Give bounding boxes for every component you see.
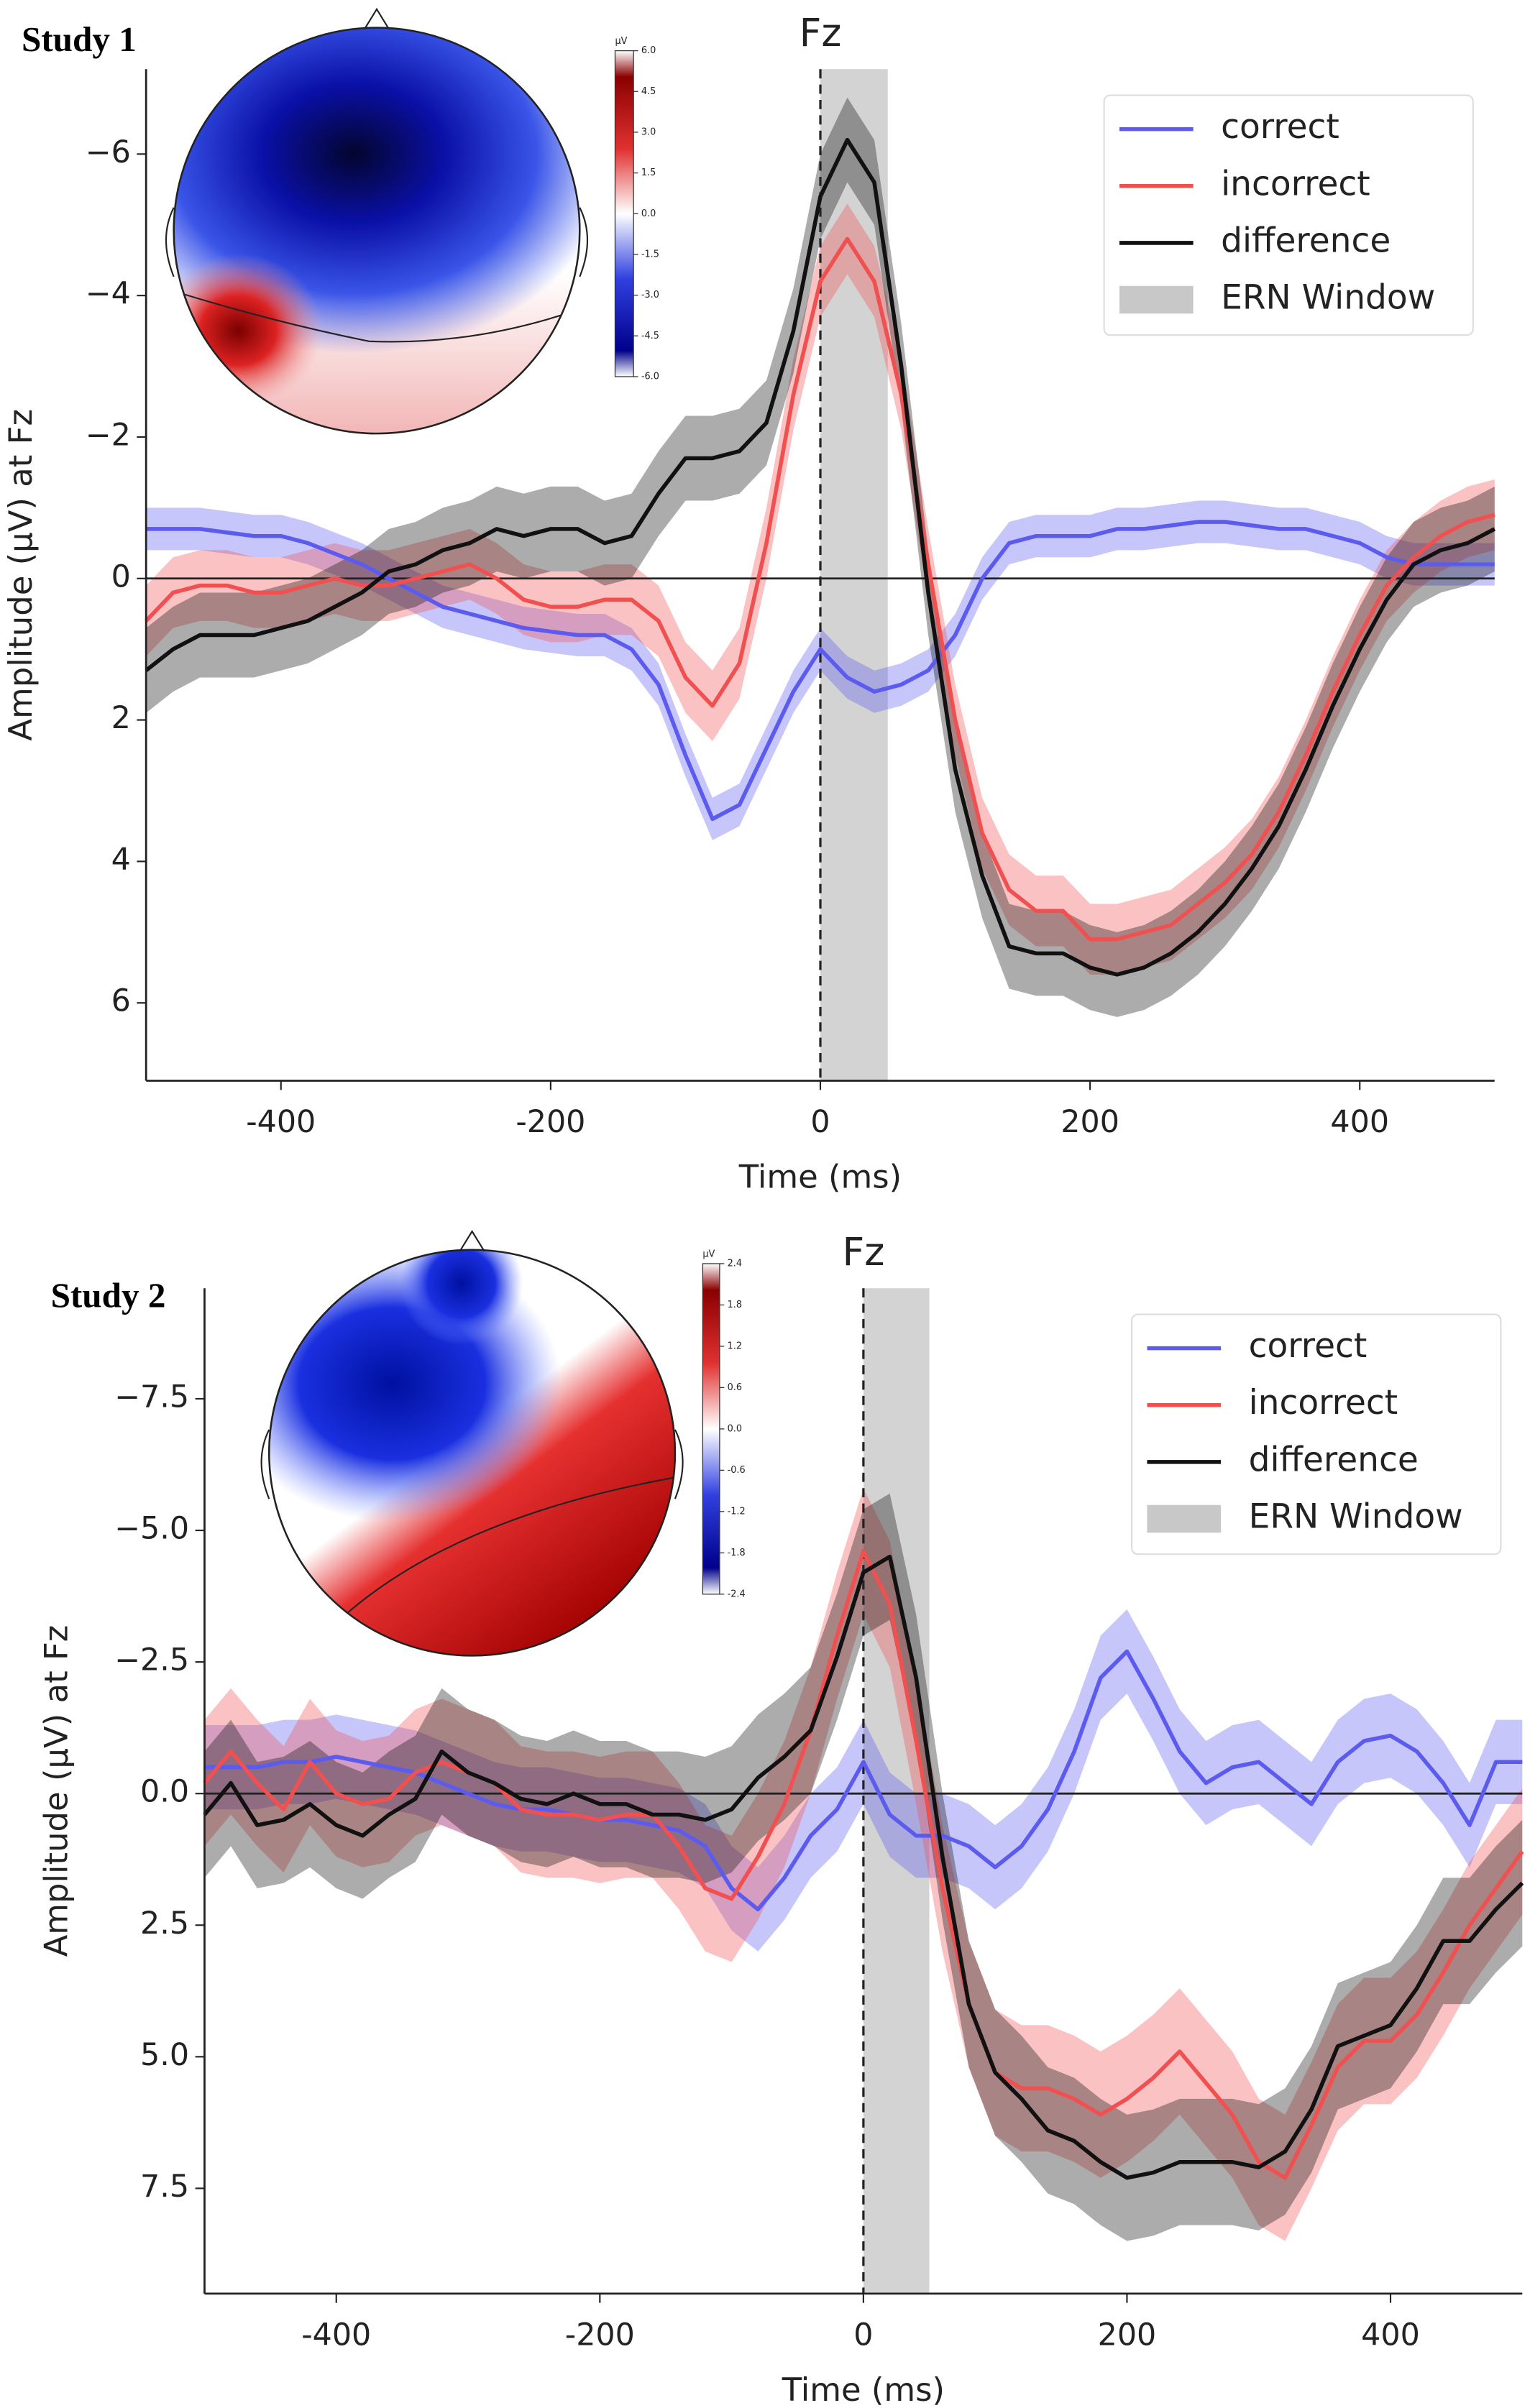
topoplot-1 [165, 7, 588, 435]
colorbar-tick-label: 0.6 [728, 1382, 742, 1393]
ern-window [820, 69, 888, 1081]
colorbar-tick-label: 3.0 [641, 127, 656, 137]
chart-title: Fz [800, 10, 842, 55]
error-band [146, 97, 1495, 1017]
y-tick-label: −2 [86, 417, 131, 453]
x-tick-label: -200 [516, 1104, 585, 1140]
x-tick-label: 200 [1061, 1104, 1119, 1140]
legend-label: ERN Window [1249, 1497, 1463, 1536]
colorbar-label: µV [615, 36, 627, 47]
colorbar-tick-label: -4.5 [641, 331, 659, 341]
topoplot-2 [260, 1230, 684, 1657]
colorbar-tick-label: -1.5 [641, 249, 659, 259]
y-tick-label: 5.0 [140, 2037, 189, 2073]
legend-label: difference [1249, 1440, 1419, 1479]
x-tick-label: -400 [246, 1104, 316, 1140]
colorbar-tick-label: 4.5 [641, 86, 656, 97]
series-line [204, 1649, 1523, 1912]
error-band [204, 1488, 1523, 2241]
x-tick-label: 400 [1330, 1104, 1389, 1140]
legend-label: difference [1221, 221, 1391, 260]
legend-label: incorrect [1249, 1383, 1398, 1423]
colorbar-tick-label: -6.0 [641, 371, 659, 382]
ern-window [863, 1288, 930, 2294]
chart-2: −7.5 −5.0 −2.5 0.0 2.5 5.0 7.5 -400 -200 0 200 400 F… [37, 1229, 1524, 2408]
colorbar-label: µV [702, 1249, 715, 1260]
study-label: Study 1 [22, 19, 137, 59]
y-tick-label: 0.0 [140, 1774, 189, 1810]
y-tick-label: 0 [111, 559, 131, 594]
legend-label: ERN Window [1221, 278, 1435, 318]
legend-box [1131, 1313, 1502, 1555]
colorbar-tick-label: 2.4 [728, 1258, 742, 1269]
colorbar-tick-label: -0.6 [728, 1465, 746, 1476]
series-line [145, 137, 1496, 977]
legend-box [1103, 94, 1474, 336]
x-tick-label: 200 [1098, 2317, 1157, 2353]
colorbar-tick-label: -3.0 [641, 290, 659, 300]
y-tick-label: −4 [86, 276, 131, 312]
y-tick-label: −7.5 [114, 1379, 189, 1415]
error-band [146, 203, 1495, 975]
series-line [203, 1554, 1524, 2180]
legend-label: incorrect [1221, 164, 1370, 203]
legend-label: correct [1221, 107, 1339, 147]
colorbar-tick-label: -1.2 [728, 1506, 746, 1517]
colorbar-tick-label: 1.8 [728, 1300, 742, 1310]
x-axis-label: Time (ms) [782, 2371, 945, 2408]
legend-swatch [1119, 285, 1194, 314]
colorbar-tick-label: -2.4 [728, 1589, 746, 1599]
legend-label: correct [1249, 1326, 1368, 1366]
colorbar-tick-label: 0.0 [728, 1423, 742, 1434]
x-tick-label: -200 [565, 2317, 635, 2353]
x-tick-label: 0 [853, 2317, 873, 2353]
y-axis-label: Amplitude (µV) at Fz [37, 1625, 75, 1957]
series-line [203, 1549, 1524, 2180]
y-tick-label: −5.0 [114, 1511, 189, 1547]
x-tick-label: -400 [301, 2317, 371, 2353]
colorbar-tick-label: 1.5 [641, 167, 656, 178]
y-tick-label: 2.5 [140, 1906, 189, 1941]
study-label: Study 2 [51, 1275, 166, 1315]
chart-1: −6 −4 −2 0 2 4 6 -400 -200 0 200 400 Fz Time (ms) Ampl… [1, 10, 1496, 1195]
y-tick-label: 7.5 [140, 2169, 189, 2205]
colorbar-tick-label: 6.0 [641, 45, 656, 56]
legend-swatch [1147, 1504, 1222, 1533]
x-tick-label: 0 [810, 1104, 830, 1140]
legend: correct incorrect difference ERN Window [1131, 1313, 1502, 1555]
y-tick-label: 4 [111, 842, 131, 878]
chart-title: Fz [842, 1229, 884, 1274]
legend: correct incorrect difference ERN Window [1103, 94, 1474, 336]
colorbar [614, 50, 634, 377]
colorbar [702, 1263, 720, 1595]
x-axis-label: Time (ms) [738, 1157, 902, 1195]
colorbar-tick-label: 0.0 [641, 208, 656, 219]
x-tick-label: 400 [1361, 2317, 1420, 2353]
y-tick-label: 6 [111, 983, 131, 1019]
y-tick-label: 2 [111, 700, 131, 736]
series-line [146, 520, 1495, 822]
y-tick-label: −6 [86, 134, 131, 170]
colorbar-tick-label: 1.2 [728, 1341, 742, 1351]
y-tick-label: −2.5 [114, 1642, 189, 1678]
colorbar-tick-label: -1.8 [728, 1548, 746, 1558]
y-axis-label: Amplitude (µV) at Fz [1, 409, 40, 741]
